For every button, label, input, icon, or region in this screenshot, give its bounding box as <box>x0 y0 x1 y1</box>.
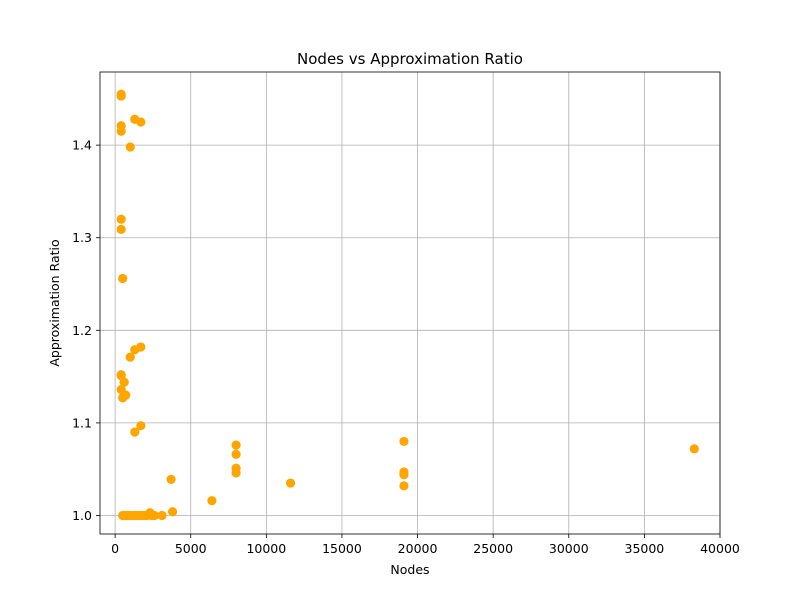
data-point <box>399 436 409 447</box>
x-tick-label: 35000 <box>625 541 665 556</box>
y-tick-label: 1.1 <box>72 415 92 430</box>
data-point <box>136 421 146 431</box>
data-point <box>118 393 128 403</box>
data-point <box>231 468 241 478</box>
x-tick-label: 0 <box>111 541 119 556</box>
data-point <box>285 478 296 488</box>
data-point <box>130 345 140 355</box>
data-point <box>166 474 176 484</box>
data-point <box>399 481 409 491</box>
data-point <box>125 142 135 152</box>
data-point <box>157 510 167 521</box>
y-tick-label: 1.2 <box>72 323 92 338</box>
x-tick-label: 15000 <box>322 541 362 556</box>
data-point <box>399 470 409 480</box>
y-axis-label: Approximation Ratio <box>47 239 62 366</box>
data-point <box>231 449 241 459</box>
data-point <box>118 273 128 284</box>
data-point <box>116 91 126 101</box>
y-tick-label: 1.4 <box>72 138 92 153</box>
data-point <box>116 214 126 224</box>
data-point <box>116 126 126 136</box>
ticks-layer: 0 5000 10000 15000 20000 25000 30000 35000 40000… <box>72 138 740 556</box>
chart-title: Nodes vs Approximation Ratio <box>297 50 523 68</box>
data-point <box>125 352 135 362</box>
data-point <box>207 496 217 506</box>
y-tick-label: 1.3 <box>72 230 92 245</box>
plot-area-frame <box>99 71 721 535</box>
data-point <box>689 444 699 454</box>
data-point <box>119 377 129 387</box>
x-tick-label: 5000 <box>175 541 207 556</box>
x-axis-label: Nodes <box>390 562 429 577</box>
data-point <box>167 507 178 517</box>
y-tick-label: 1.0 <box>72 508 92 523</box>
points-layer <box>116 89 699 521</box>
x-tick-label: 25000 <box>473 541 513 556</box>
x-tick-label: 30000 <box>549 541 589 556</box>
data-point <box>130 427 140 437</box>
x-tick-label: 40000 <box>700 541 740 556</box>
data-point <box>136 117 146 127</box>
data-point <box>231 440 241 450</box>
x-tick-label: 20000 <box>398 541 438 556</box>
data-point <box>116 224 126 234</box>
data-point <box>149 510 160 521</box>
x-tick-label: 10000 <box>246 541 286 556</box>
